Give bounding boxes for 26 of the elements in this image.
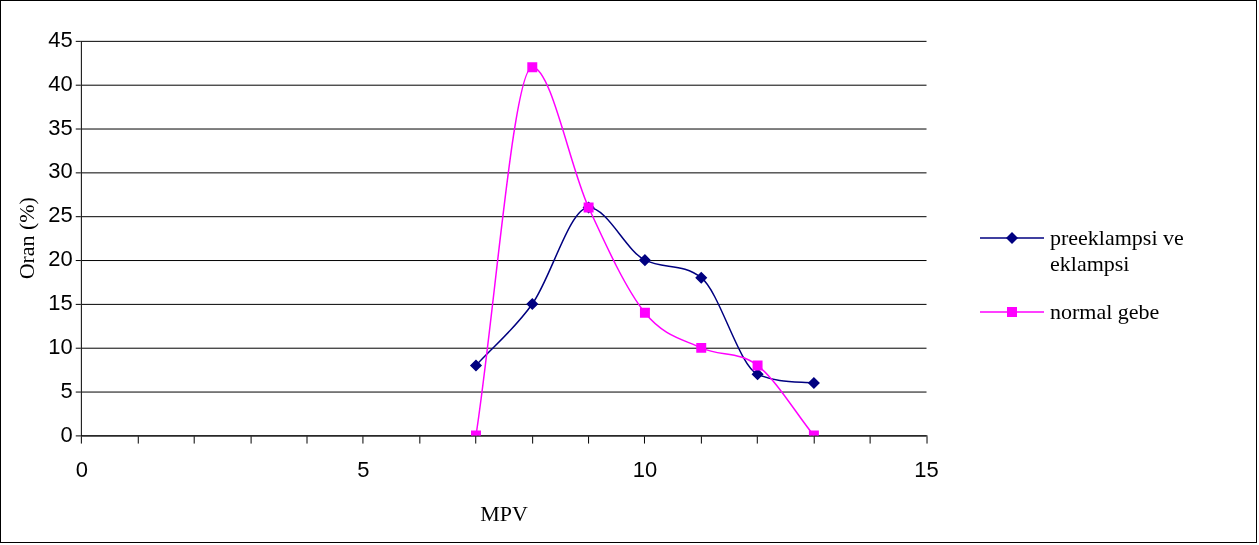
point [639, 254, 651, 266]
point [808, 377, 820, 389]
y-tick-label: 20 [48, 246, 73, 272]
y-axis-title: Oran (%) [13, 197, 39, 280]
y-tick-label: 0 [60, 421, 73, 447]
point [639, 307, 650, 318]
x-axis-title: MPV [480, 500, 529, 526]
point [526, 298, 539, 310]
point [527, 62, 538, 73]
y-tick-label: 45 [48, 26, 73, 52]
point [695, 271, 707, 284]
x-tick-label: 10 [632, 456, 658, 482]
point [470, 359, 482, 372]
x-tick-label: 5 [357, 456, 370, 482]
y-tick-label: 15 [48, 290, 73, 316]
x-tick-label: 15 [914, 456, 939, 482]
legend-label: normal gebe [1050, 299, 1160, 325]
y-tick-label: 25 [48, 202, 73, 228]
y-tick-label: 10 [48, 333, 73, 359]
point [696, 342, 707, 353]
y-tick-label: 30 [48, 158, 73, 184]
point [752, 360, 763, 371]
y-tick-label: 35 [48, 114, 73, 140]
y-tick-label: 5 [60, 377, 73, 403]
y-tick-label: 40 [48, 70, 73, 96]
legend-label: preeklampsi ve eklampsi [1050, 225, 1185, 277]
